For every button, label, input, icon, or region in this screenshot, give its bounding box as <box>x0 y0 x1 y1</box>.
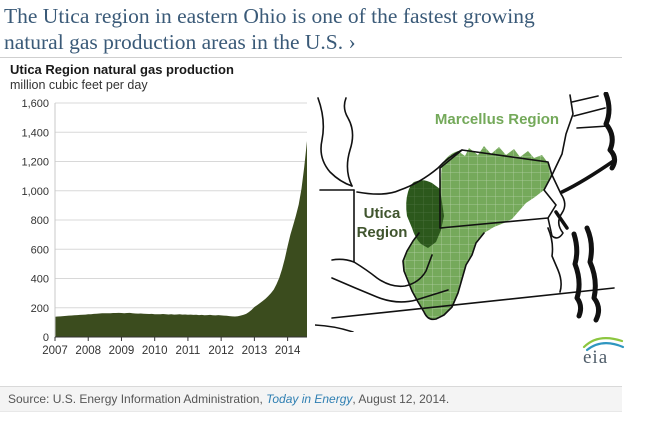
source-bar: Source: U.S. Energy Information Administ… <box>0 386 622 412</box>
new-england-coast <box>603 92 618 171</box>
x-axis-tick-label: 2009 <box>109 345 135 357</box>
chart-subtitle: million cubic feet per day <box>10 78 148 92</box>
ohio-river-border <box>353 254 433 288</box>
region-map: Marcellus Region Utica Region <box>315 92 618 332</box>
y-axis-tick-label: 1,200 <box>21 157 49 169</box>
tennessee-border <box>315 324 354 332</box>
new-england-borders <box>571 95 609 129</box>
virginia-north-carolina-border <box>331 287 615 319</box>
delmarva-west-edge <box>547 227 562 293</box>
kentucky-north-border <box>331 258 355 263</box>
kentucky-virginia-border <box>331 277 449 303</box>
pennsylvania-border <box>439 149 557 229</box>
lake-erie-shore <box>356 149 463 195</box>
headline-link[interactable]: The Utica region in eastern Ohio is one … <box>4 4 535 54</box>
y-axis-tick-label: 1,600 <box>21 98 49 110</box>
source-suffix: , August 12, 2014. <box>352 392 450 406</box>
michigan-coast <box>317 97 353 187</box>
utica-county-lines <box>406 180 444 248</box>
eia-logo-green-arc <box>582 336 624 349</box>
x-axis-tick-label: 2013 <box>242 345 268 357</box>
eia-logo-text: eia <box>583 347 608 368</box>
source-text: Source: U.S. Energy Information Administ… <box>8 392 267 406</box>
y-axis-tick-label: 600 <box>31 244 49 256</box>
production-chart: 0 200 400 600 800 1,000 1,200 1,400 1,600 2007 200… <box>21 98 307 357</box>
x-axis-tick-label: 2011 <box>176 345 201 357</box>
y-axis-tick-label: 400 <box>31 274 49 286</box>
y-axis-tick-label: 1,000 <box>21 186 49 198</box>
michigan-inner-coast <box>343 97 354 187</box>
x-axis-tick-label: 2014 <box>275 345 301 357</box>
x-axis-tick-label: 2008 <box>75 345 101 357</box>
y-axis-tick-label: 200 <box>31 303 49 315</box>
y-axis-tick-label: 1,400 <box>21 127 49 139</box>
utica-region-label-line1: Utica <box>364 205 401 222</box>
eia-logo: eia <box>582 336 625 368</box>
chesapeake-bay-west <box>571 231 584 319</box>
today-in-energy-link[interactable]: Today in Energy <box>266 392 353 406</box>
utica-region-label-line2: Region <box>357 224 408 241</box>
new-jersey-coast <box>547 174 566 239</box>
chesapeake-bay-east <box>584 225 602 323</box>
new-york-east-border <box>551 94 574 176</box>
long-island-sound <box>560 158 617 194</box>
x-axis-tick-label: 2012 <box>208 345 234 357</box>
production-area-series <box>55 141 307 337</box>
eia-logo-blue-arc <box>585 342 625 352</box>
headline-divider <box>0 57 622 58</box>
marcellus-region-label: Marcellus Region <box>435 111 559 128</box>
y-axis-tick-label: 0 <box>43 332 49 344</box>
y-axis-tick-label: 800 <box>31 215 49 227</box>
x-axis-tick-label: 2007 <box>42 345 68 357</box>
west-virginia-border <box>402 232 485 321</box>
chart-title: Utica Region natural gas production <box>10 62 234 77</box>
x-axis-tick-label: 2010 <box>142 345 168 357</box>
delaware-bay <box>554 210 569 230</box>
